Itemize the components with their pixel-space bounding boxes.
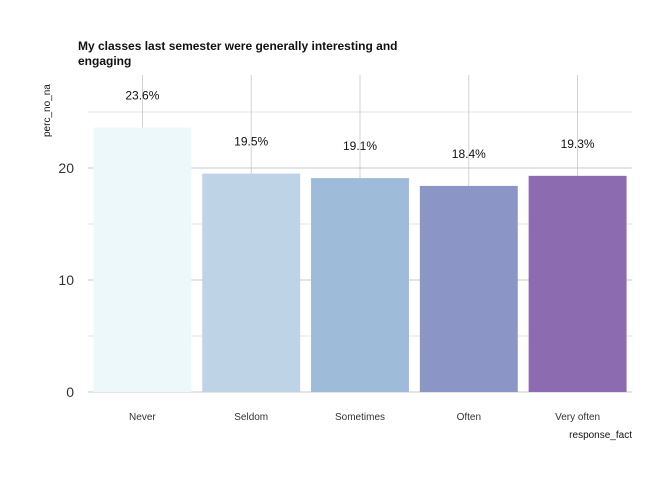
x-tick-labels: Never Seldom Sometimes Often Very often: [129, 412, 600, 423]
bar-value-label: 19.3%: [561, 137, 595, 151]
bar-very-often: [528, 175, 627, 392]
bar-value-label: 18.4%: [452, 147, 486, 161]
bar-seldom: [202, 173, 301, 392]
y-tick-label: 20: [58, 160, 74, 176]
bar-often: [419, 185, 518, 392]
x-axis-label: response_fact: [569, 430, 632, 441]
chart-title-line-2: engaging: [78, 54, 131, 68]
bar-value-label: 19.5%: [234, 135, 268, 149]
bars: [93, 127, 627, 393]
chart-title-line-1: My classes last semester were generally …: [78, 39, 398, 53]
x-tick-label: Seldom: [234, 412, 268, 423]
x-tick-label: Sometimes: [335, 412, 385, 423]
y-tick-label: 10: [58, 272, 74, 288]
x-tick-label: Often: [457, 412, 481, 423]
bar-value-labels: 23.6% 19.5% 19.1% 18.4% 19.3%: [125, 89, 595, 161]
bar-value-label: 23.6%: [125, 89, 159, 103]
y-axis-label: perc_no_na: [42, 84, 53, 137]
bar-value-label: 19.1%: [343, 139, 377, 153]
bar-never: [93, 127, 192, 393]
x-tick-label: Very often: [555, 412, 600, 423]
x-tick-label: Never: [129, 412, 156, 423]
bar-sometimes: [311, 178, 409, 392]
y-tick-labels: 0 10 20: [58, 160, 74, 400]
y-tick-label: 0: [66, 384, 74, 400]
